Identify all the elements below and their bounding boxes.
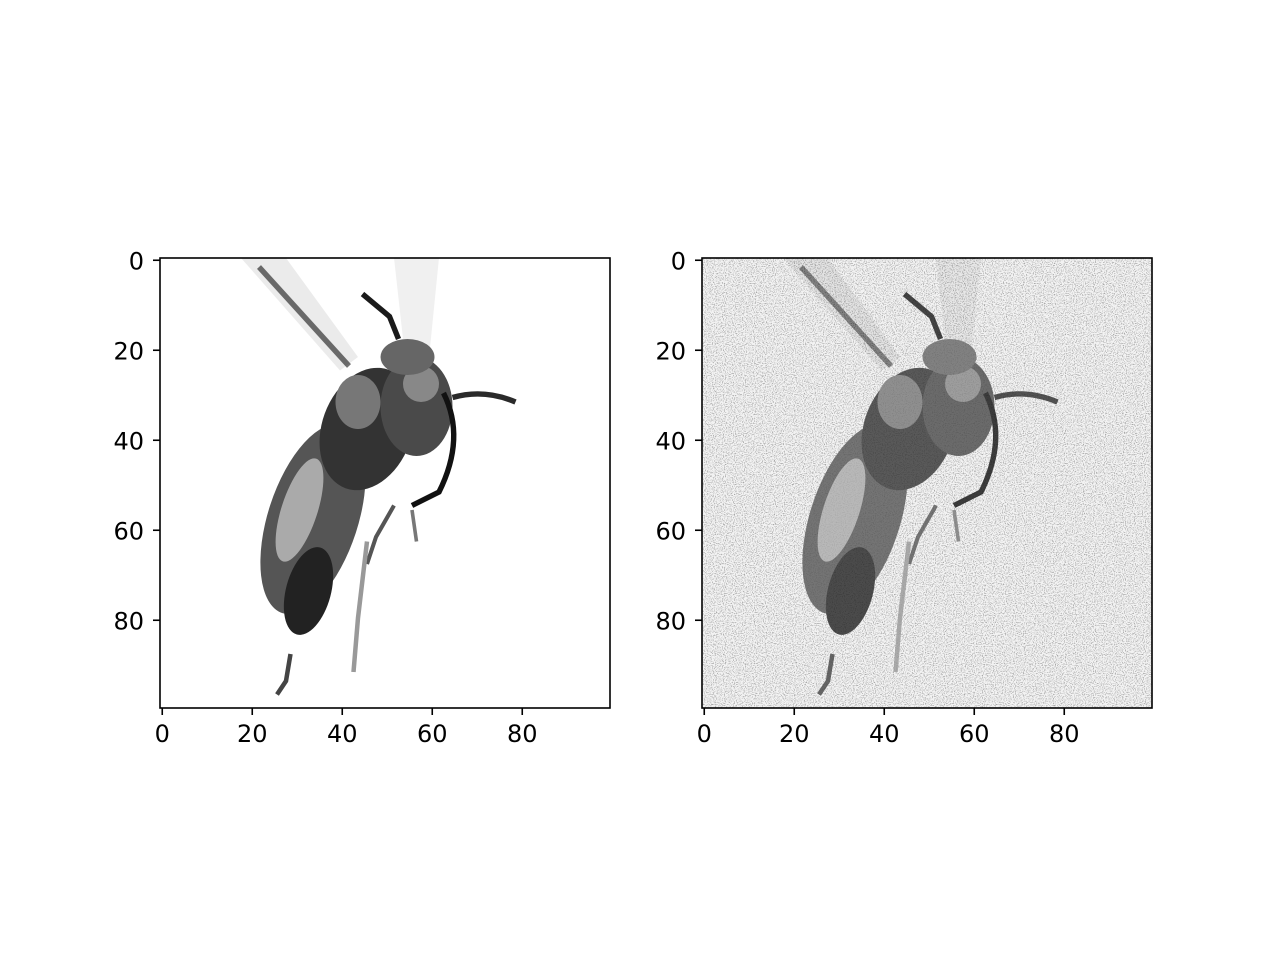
- x-tick-label: 0: [697, 720, 712, 748]
- x-tick-label: 60: [959, 720, 990, 748]
- x-tick-label: 0: [155, 720, 170, 748]
- axes-frame-noisy: [701, 257, 1153, 709]
- axes-frame-original: [159, 257, 611, 709]
- y-tick-label: 60: [113, 517, 144, 545]
- y-tick-label: 20: [113, 337, 144, 365]
- x-tick-label: 60: [417, 720, 448, 748]
- y-tick-label: 20: [655, 337, 686, 365]
- y-tick-label: 0: [671, 247, 686, 275]
- y-tick-label: 40: [113, 427, 144, 455]
- ticks-original: 0 20 40 60 80 0 20 40 60 80: [113, 247, 537, 748]
- y-tick-label: 60: [655, 517, 686, 545]
- x-tick-label: 40: [327, 720, 358, 748]
- y-tick-label: 40: [655, 427, 686, 455]
- y-tick-label: 80: [113, 607, 144, 635]
- x-tick-label: 20: [237, 720, 268, 748]
- x-tick-label: 80: [1049, 720, 1080, 748]
- ticks-noisy: 0 20 40 60 80 0 20 40 60 80: [655, 247, 1079, 748]
- x-tick-label: 80: [507, 720, 538, 748]
- panel-original: 0 20 40 60 80 0 20 40 60 80: [113, 247, 611, 748]
- y-tick-label: 80: [655, 607, 686, 635]
- x-tick-label: 40: [869, 720, 900, 748]
- x-tick-label: 20: [779, 720, 810, 748]
- panel-noisy: 0 20 40 60 80 0 20 40 60 80: [655, 247, 1153, 748]
- y-tick-label: 0: [129, 247, 144, 275]
